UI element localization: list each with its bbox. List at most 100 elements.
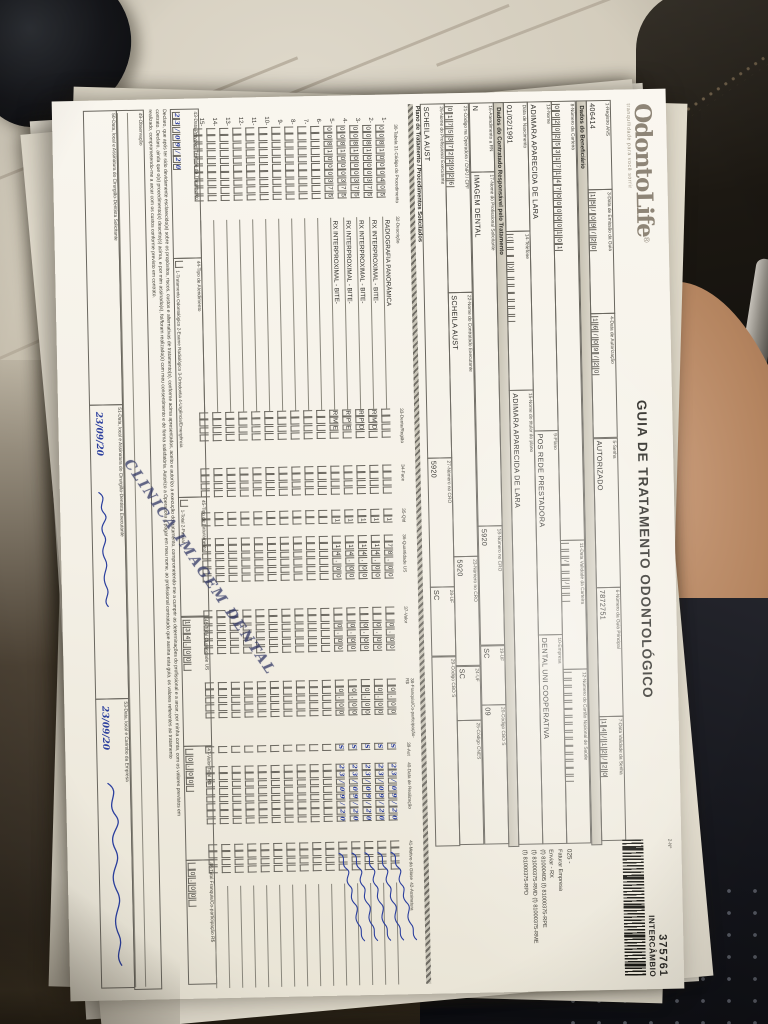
digit-cell: 3	[552, 148, 561, 155]
field-label: 48-Total Franquia/Co-participação R$	[207, 862, 215, 943]
row-signature	[240, 885, 255, 988]
field-validade-senha: 7-Data Validade da Senha 14/12/20	[598, 715, 627, 842]
row-signature	[292, 884, 307, 987]
field-cro-23: 23-Número no CRO 5920	[453, 556, 481, 667]
digit-cell: 2	[551, 133, 561, 141]
digit-cell: 2	[445, 150, 454, 158]
table-row: 1- 0081000405 RADIOGRAFIA PANORÂMICA 1 78,…	[375, 104, 418, 985]
digit-cell: 7	[552, 163, 562, 170]
digit-cell	[188, 899, 197, 907]
field-value: SC	[481, 648, 491, 659]
digit-cell: 0	[185, 770, 195, 778]
digit-cell: 9	[588, 221, 597, 229]
field-cartao-sus: 12-Número do Cartão Nacional de Saúde	[563, 668, 592, 845]
digit-cell	[563, 694, 573, 702]
digit-cell: 7	[552, 185, 562, 192]
field-label: 29-Código CBO S	[449, 658, 456, 698]
field-value: 09	[483, 707, 493, 717]
digit-cell: 2	[171, 111, 181, 119]
digit-cell	[560, 550, 570, 558]
digit-cell: 0	[588, 244, 598, 251]
digit-cell	[185, 785, 195, 793]
digit-cell: )	[506, 263, 515, 271]
digit-cell	[505, 241, 515, 249]
digit-boxes: 0,00	[187, 862, 208, 981]
digit-cell: 2	[445, 172, 455, 180]
digit-cell	[179, 500, 189, 507]
digit-cell: 0	[553, 192, 562, 200]
row-number: 2-	[367, 117, 374, 123]
barcode	[622, 839, 647, 976]
field-value	[434, 659, 438, 843]
field-label: 46-Total Quantidade US	[202, 618, 209, 671]
row-signature	[390, 851, 418, 985]
digit-cell: 0	[188, 884, 197, 892]
digit-boxes	[174, 261, 193, 269]
digit-cell: 0	[187, 870, 197, 877]
handwritten-signature	[351, 852, 379, 942]
procedures-table: 1- 0081000405 RADIOGRAFIA PANORÂMICA 1 78,…	[193, 104, 418, 989]
field-data-termino: 43-Data Provável Término do Tratamento 23…	[169, 108, 202, 260]
digit-cell	[564, 723, 573, 731]
digit-cell	[506, 300, 516, 308]
row-number: 11-	[250, 117, 257, 126]
digit-cell: 0	[185, 755, 194, 763]
digit-cell: 0	[185, 778, 195, 785]
field-value: 5920	[455, 559, 466, 577]
column-header: 41-Motivo da Glose	[408, 840, 415, 881]
digit-cell	[506, 293, 516, 300]
digit-cell: ,	[187, 877, 197, 885]
digit-cell: 1	[444, 113, 453, 121]
field-label: 27-Número no CRO	[445, 460, 452, 504]
digit-cell: 3	[182, 626, 192, 634]
table-row: 4- 0081000375 RX INTERPROXIMAL - BITE- RPE …	[336, 105, 379, 986]
digit-cell: ,	[182, 641, 192, 649]
column-header: 38-Franquia/Co-participação-R$	[405, 678, 417, 738]
field-uf-28: 28-UF SC	[430, 586, 457, 658]
digit-cell	[564, 746, 574, 753]
digit-cell: 2	[590, 360, 600, 368]
field-total-franquia: 48-Total Franquia/Co-participação R$ 0,0…	[185, 859, 218, 985]
field-label: Data de Nascimento	[520, 104, 527, 149]
row-signature	[214, 886, 229, 989]
digit-cell	[185, 748, 194, 756]
signature-box-empresa: 53-Data, local e Carimbo da Empresa 23/0…	[94, 698, 136, 990]
digit-cell: 9	[445, 165, 455, 173]
digit-cell	[183, 663, 193, 671]
digit-cell: 0	[551, 111, 560, 119]
field-value: SC	[432, 589, 442, 601]
field-uf-24: 24-UF SC	[455, 665, 483, 721]
field-atendimento-rn: 16-Atendimento a RN N	[468, 102, 495, 173]
digit-cell	[563, 686, 573, 694]
digit-boxes: 14/12/20	[598, 719, 618, 838]
digit-boxes: 15/09/20	[587, 192, 607, 311]
digit-cell	[561, 594, 571, 602]
digit-cell: /	[172, 148, 182, 156]
margin-notes: 025 - Faturar Empresa Enviar - RX (f) 81000…	[520, 849, 576, 982]
handwritten-signature	[338, 852, 366, 942]
row-signature	[331, 883, 346, 986]
digit-cell: 0	[188, 892, 197, 900]
digit-cell	[561, 587, 570, 595]
field-uf-19: 19-UF SC	[479, 644, 506, 706]
digit-cell	[563, 701, 573, 709]
field-value: 5920	[429, 460, 439, 479]
digit-cell	[506, 285, 516, 293]
odontolife-logo: OdontoLife® tranquilidade para você sorr…	[625, 103, 659, 243]
signature-box-executante: 51-Data, local e Assinatura do Cirurgião…	[88, 404, 129, 700]
row-signature	[377, 851, 405, 985]
legend-text: 1-Tratamento Odontológico 2-Exame Radiol…	[175, 270, 185, 448]
column-header: 34-Face	[400, 464, 406, 482]
field-data-nascimento: Data de Nascimento 01/02/1991	[502, 101, 531, 233]
field-label: 28-UF	[448, 589, 454, 604]
table-row: 5- 0081000375 RX INTERPROXIMAL - BITE- RME …	[323, 105, 366, 986]
digit-boxes: 134,00	[182, 619, 203, 743]
digit-cell	[565, 775, 574, 783]
field-guia-principal: 6-Número da Guia Principal 7872751	[595, 586, 624, 718]
digit-boxes: 0,00	[185, 748, 205, 857]
field-value: SC	[457, 668, 468, 680]
digit-cell: 0	[599, 770, 609, 778]
digit-cell: /	[590, 353, 600, 361]
digit-cell	[564, 738, 574, 746]
digit-cell: 2	[588, 236, 598, 244]
